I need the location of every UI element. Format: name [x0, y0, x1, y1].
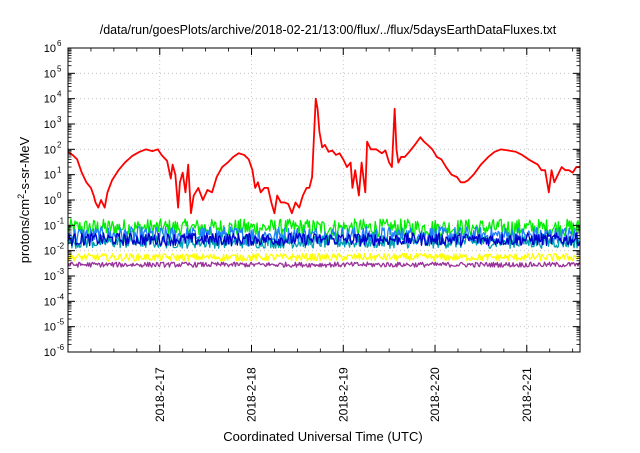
y-tick-exponent: 4 [57, 90, 62, 99]
series-line-band-5 [67, 261, 581, 268]
data-layer [67, 97, 581, 268]
y-tick-exponent: 0 [57, 191, 62, 200]
y-tick-label: 10 [44, 43, 56, 55]
x-tick-label: 2018-2-19 [336, 367, 350, 422]
y-tick-label: 10 [44, 119, 56, 131]
y-tick-label: 10 [44, 195, 56, 207]
y-tick-label: 10 [44, 170, 56, 182]
grid [68, 47, 580, 353]
y-tick-label: 10 [44, 322, 56, 334]
y-tick-label: 10 [44, 220, 56, 232]
axes [67, 47, 581, 353]
y-tick-exponent: -5 [57, 318, 65, 327]
y-tick-label: 10 [44, 94, 56, 106]
y-tick-label: 10 [44, 347, 56, 359]
y-tick-label: 10 [44, 271, 56, 283]
x-tick-label: 2018-2-17 [153, 367, 167, 422]
x-tick-label: 2018-2-18 [245, 367, 259, 422]
x-tick-label: 2018-2-21 [520, 367, 534, 422]
y-tick-exponent: 2 [57, 140, 62, 149]
series-line-main-0 [67, 97, 580, 215]
y-tick-exponent: 1 [57, 166, 62, 175]
y-tick-label: 10 [44, 246, 56, 258]
y-tick-label: 10 [44, 144, 56, 156]
y-tick-exponent: -6 [57, 343, 65, 352]
y-tick-label: 10 [44, 68, 56, 80]
y-tick-exponent: 3 [57, 115, 62, 124]
y-tick-exponent: -1 [57, 216, 65, 225]
y-tick-exponent: 6 [57, 39, 62, 48]
y-tick-exponent: -4 [57, 292, 65, 301]
y-tick-exponent: -3 [57, 267, 65, 276]
y-tick-label: 10 [44, 296, 56, 308]
y-tick-exponent: 5 [57, 64, 62, 73]
series-line-band-3 [67, 232, 581, 247]
y-tick-exponent: -2 [57, 242, 65, 251]
series-line-band-4 [67, 252, 581, 262]
y-axis-title: protons/cm2-s-sr-MeV [16, 136, 32, 263]
series-line-band-0 [67, 218, 581, 238]
x-axis-title: Coordinated Universal Time (UTC) [223, 429, 422, 444]
chart-title: /data/run/goesPlots/archive/2018-02-21/1… [100, 23, 557, 37]
x-tick-label: 2018-2-20 [428, 367, 442, 422]
